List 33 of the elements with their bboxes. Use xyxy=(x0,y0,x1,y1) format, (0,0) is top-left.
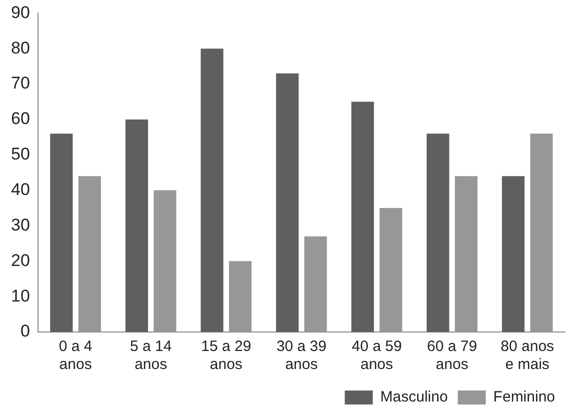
bar xyxy=(78,176,101,332)
x-tick-label: 60 a 79 anos xyxy=(427,338,478,374)
bar xyxy=(426,134,450,332)
bar xyxy=(351,102,374,332)
y-tick-label: 20 xyxy=(10,250,30,270)
bar xyxy=(502,176,525,332)
x-tick-label: 30 a 39 anos xyxy=(276,338,326,374)
bar xyxy=(50,134,73,332)
y-tick-label: 90 xyxy=(10,2,30,22)
legend-label: Feminino xyxy=(493,388,556,406)
y-tick-label: 40 xyxy=(10,180,30,199)
x-tick-label: 40 a 59 anos xyxy=(352,338,402,374)
bar xyxy=(454,176,478,332)
bar xyxy=(276,73,299,332)
bar xyxy=(380,208,402,332)
y-tick-label: 50 xyxy=(10,144,30,164)
x-tick-label: 15 a 29 anos xyxy=(201,338,252,374)
bar xyxy=(200,48,224,332)
x-tick-label: 0 a 4 anos xyxy=(58,338,92,374)
y-tick-label: 30 xyxy=(10,215,30,234)
y-tick-label: 70 xyxy=(10,74,30,93)
bar xyxy=(125,119,148,332)
y-tick-label: 60 xyxy=(10,109,30,128)
bar xyxy=(304,236,327,332)
legend-label: Masculino xyxy=(380,388,448,406)
x-tick-label: 5 a 14 anos xyxy=(130,338,172,374)
x-tick-label: 80 anos e mais xyxy=(500,338,554,374)
bar xyxy=(228,261,252,332)
y-tick-label: 0 xyxy=(20,322,30,341)
bar xyxy=(154,190,176,332)
y-tick-label: 10 xyxy=(10,286,30,306)
y-tick-label: 80 xyxy=(10,38,30,58)
bar xyxy=(530,134,553,332)
